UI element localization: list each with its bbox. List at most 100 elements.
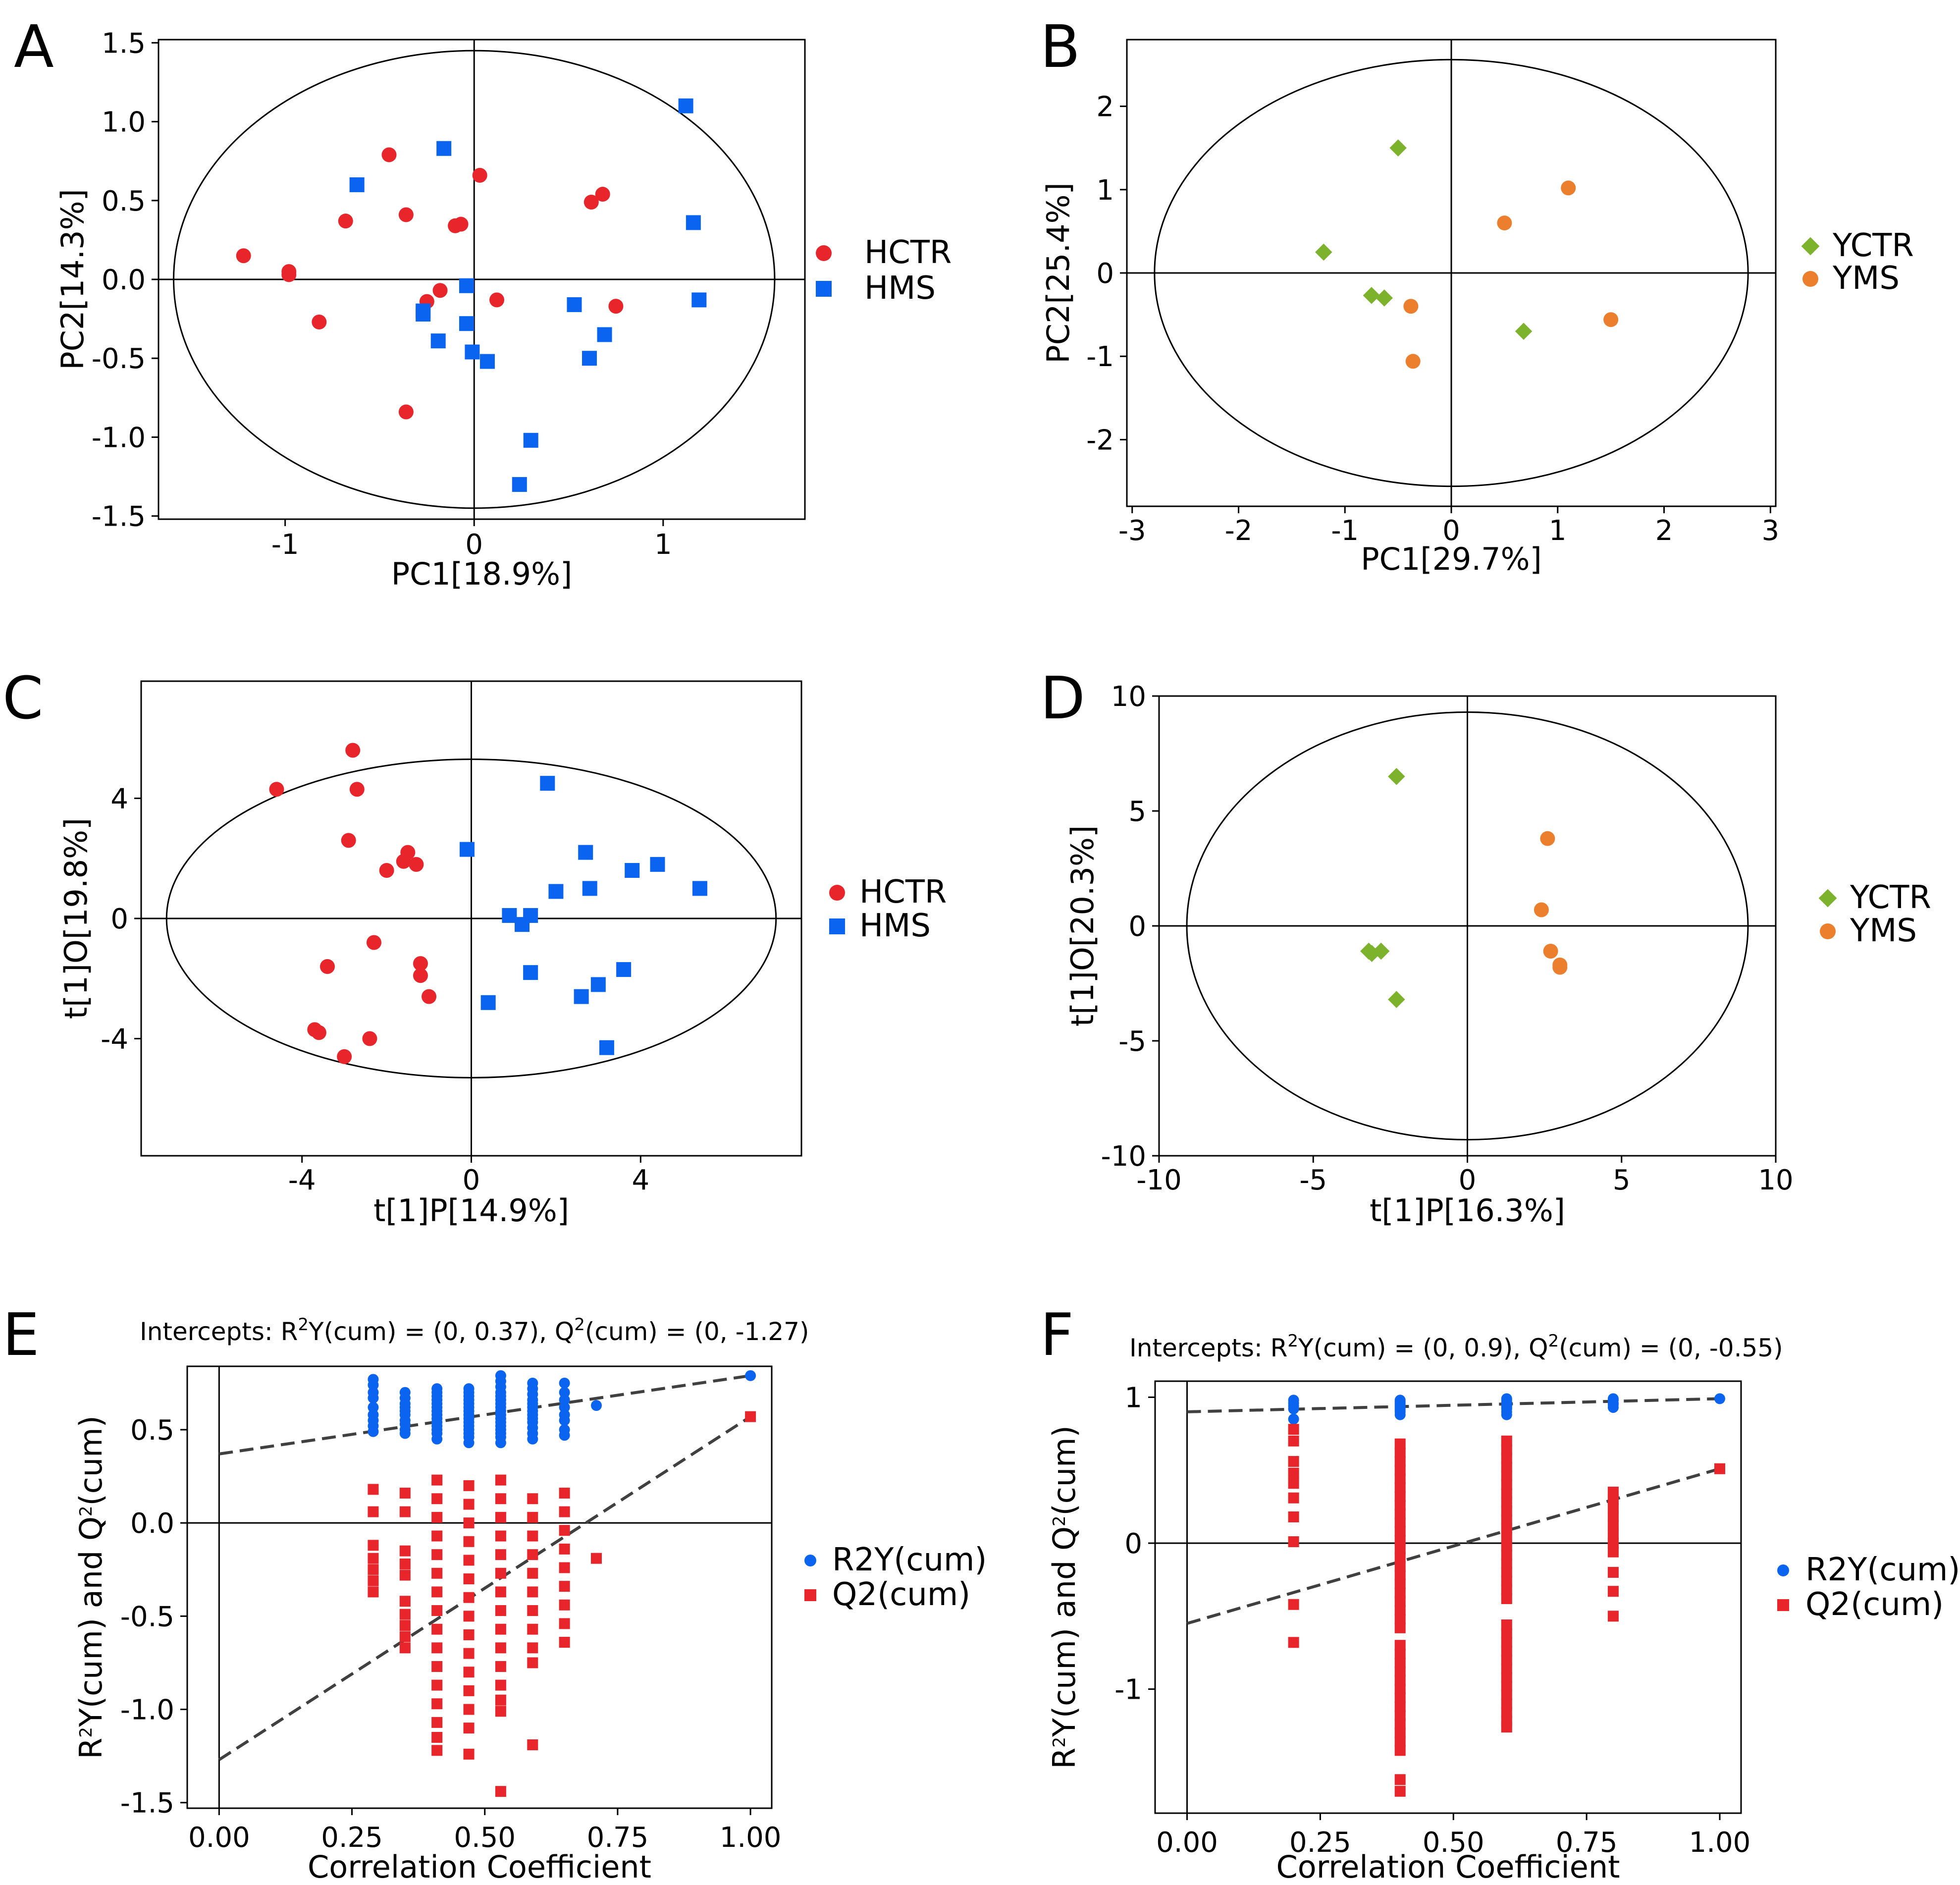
y-tick-label: 1 bbox=[1124, 1382, 1142, 1414]
data-point bbox=[1394, 1727, 1406, 1738]
data-point bbox=[1394, 1674, 1406, 1686]
data-point bbox=[431, 1586, 443, 1598]
data-point bbox=[463, 1555, 475, 1566]
data-point bbox=[1394, 1464, 1406, 1476]
data-point bbox=[489, 292, 505, 308]
data-point bbox=[495, 1706, 506, 1717]
x-tick-label: 0.25 bbox=[321, 1822, 383, 1854]
data-point bbox=[1394, 1701, 1406, 1712]
data-point bbox=[1394, 1569, 1406, 1581]
data-point bbox=[236, 248, 251, 264]
data-point bbox=[495, 1567, 506, 1579]
data-point bbox=[1394, 1622, 1406, 1633]
x-tick-label: 3 bbox=[1761, 515, 1779, 547]
legend-entry: Q2(cum) bbox=[1777, 1586, 1944, 1623]
data-point bbox=[559, 1562, 570, 1573]
hotelling-ellipse bbox=[173, 50, 776, 509]
data-point bbox=[1389, 139, 1407, 157]
data-point bbox=[527, 1605, 538, 1616]
y-tick-label: 0.5 bbox=[130, 1414, 174, 1447]
data-point bbox=[527, 1493, 538, 1505]
y-tick-label: 5 bbox=[1128, 796, 1146, 828]
data-point bbox=[1288, 1492, 1299, 1504]
data-point bbox=[463, 1685, 475, 1696]
legend-entry: HCTR bbox=[816, 234, 952, 271]
data-point bbox=[1501, 1593, 1512, 1604]
data-point bbox=[368, 1540, 379, 1551]
data-point bbox=[431, 1549, 443, 1561]
data-point bbox=[1714, 1463, 1725, 1474]
y-label-part: Y(cum) and Q bbox=[1046, 1526, 1082, 1737]
data-point bbox=[559, 1543, 570, 1555]
data-point bbox=[1501, 1672, 1512, 1683]
x-tick-label: -3 bbox=[1118, 515, 1146, 547]
data-point bbox=[1388, 768, 1405, 785]
legend-marker bbox=[804, 1589, 816, 1601]
data-point bbox=[422, 989, 437, 1004]
data-point bbox=[527, 1511, 538, 1523]
data-point bbox=[1501, 1532, 1512, 1543]
data-point bbox=[1607, 1402, 1619, 1413]
data-point bbox=[337, 1049, 352, 1064]
x-tick-label: 10 bbox=[1758, 1164, 1793, 1196]
legend-label: HCTR bbox=[859, 874, 947, 911]
data-point bbox=[567, 297, 582, 312]
hotelling-ellipse bbox=[1154, 58, 1749, 487]
data-point bbox=[523, 965, 538, 980]
data-point bbox=[591, 1553, 602, 1564]
data-point bbox=[463, 1629, 475, 1640]
data-point bbox=[1501, 1575, 1512, 1587]
data-point bbox=[459, 278, 474, 293]
data-point bbox=[312, 314, 327, 329]
data-point bbox=[1607, 1529, 1619, 1540]
data-point bbox=[399, 1631, 411, 1642]
series-r2y-cum- bbox=[368, 1370, 756, 1449]
legend-label: YCTR bbox=[1850, 879, 1931, 916]
data-point bbox=[1394, 1774, 1406, 1785]
y-axis-label: t[1]O[19.8%] bbox=[58, 818, 94, 1019]
data-point bbox=[431, 1433, 443, 1445]
y-tick-label: 1.0 bbox=[102, 107, 146, 139]
data-point bbox=[1501, 1409, 1512, 1420]
data-point bbox=[1501, 1470, 1512, 1482]
data-point bbox=[1288, 1403, 1299, 1414]
data-point bbox=[399, 1428, 411, 1439]
legend-label: HMS bbox=[859, 908, 931, 944]
x-tick-label: 0.25 bbox=[1289, 1827, 1351, 1859]
legend-marker bbox=[829, 918, 845, 934]
data-point bbox=[559, 1401, 570, 1413]
data-point bbox=[616, 962, 632, 977]
data-point bbox=[559, 1394, 570, 1405]
data-point bbox=[431, 1679, 443, 1691]
x-tick-label: 0.50 bbox=[1423, 1827, 1484, 1859]
title-superscript: 2 bbox=[1548, 1331, 1559, 1351]
plot-area bbox=[159, 40, 805, 519]
data-point bbox=[1501, 1698, 1512, 1710]
data-point bbox=[495, 1511, 506, 1523]
legend-label: HMS bbox=[864, 270, 936, 307]
data-point bbox=[559, 1637, 570, 1648]
legend-marker bbox=[1802, 271, 1818, 287]
y-label-part: Y(cum) and Q bbox=[73, 1516, 109, 1727]
y-tick-label: -1.5 bbox=[92, 501, 146, 533]
data-point bbox=[1288, 1637, 1299, 1648]
data-point bbox=[399, 1545, 411, 1557]
data-point bbox=[1607, 1503, 1619, 1514]
data-point bbox=[1394, 1596, 1406, 1607]
data-point bbox=[1288, 1413, 1299, 1425]
title-part: (cum) = (0, -1.27) bbox=[585, 1317, 809, 1346]
hotelling-ellipse bbox=[1186, 711, 1749, 1141]
data-point bbox=[1501, 1444, 1512, 1455]
data-point bbox=[431, 1530, 443, 1542]
data-point bbox=[495, 1605, 506, 1616]
data-point bbox=[1394, 1736, 1406, 1747]
y-label-superscript: 2 bbox=[1050, 1737, 1069, 1748]
data-point bbox=[625, 862, 640, 878]
y-tick-label: -0.5 bbox=[92, 343, 146, 375]
data-point bbox=[582, 881, 597, 896]
x-tick-label: 1.00 bbox=[720, 1822, 782, 1854]
data-point bbox=[686, 215, 701, 230]
series-yms bbox=[1534, 831, 1568, 975]
data-point bbox=[463, 1573, 475, 1585]
panel-letter: E bbox=[2, 1300, 40, 1369]
